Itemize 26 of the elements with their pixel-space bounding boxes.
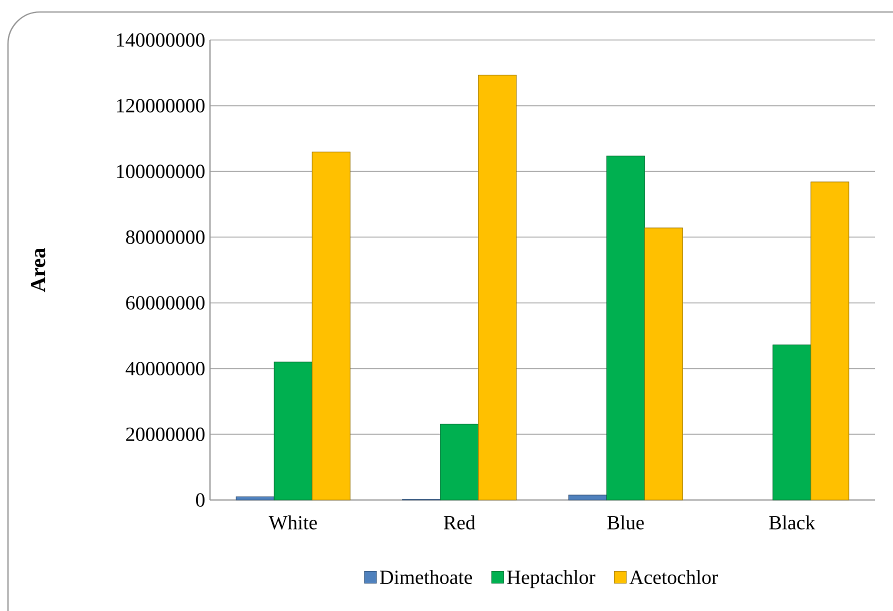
bar [312, 152, 350, 500]
y-tick-label: 0 [196, 493, 205, 507]
y-tick-label: 60000000 [126, 296, 205, 310]
y-axis-title: Area [31, 248, 46, 292]
x-tick-label: White [268, 515, 317, 530]
y-tick-label: 140000000 [117, 33, 205, 47]
bar [274, 362, 312, 500]
y-tick-label: 20000000 [126, 428, 205, 442]
y-tick-label: 80000000 [126, 230, 205, 244]
bar [440, 424, 479, 500]
x-tick-label: Blue [607, 515, 644, 530]
y-tick-label: 40000000 [126, 362, 205, 376]
y-tick-label: 100000000 [117, 164, 205, 178]
x-tick-label: Black [769, 515, 816, 530]
bar [568, 494, 607, 500]
legend-label: Heptachlor [507, 570, 596, 588]
x-tick-label: Red [444, 515, 476, 530]
bar [606, 156, 645, 500]
bar [644, 228, 683, 500]
y-tick-label: 120000000 [117, 98, 205, 112]
bar [478, 74, 517, 500]
bar [810, 182, 850, 500]
bar [772, 344, 812, 500]
bar [236, 496, 274, 500]
legend-label: Dimethoate [380, 570, 472, 584]
legend-label: Acetochlor [629, 570, 718, 584]
